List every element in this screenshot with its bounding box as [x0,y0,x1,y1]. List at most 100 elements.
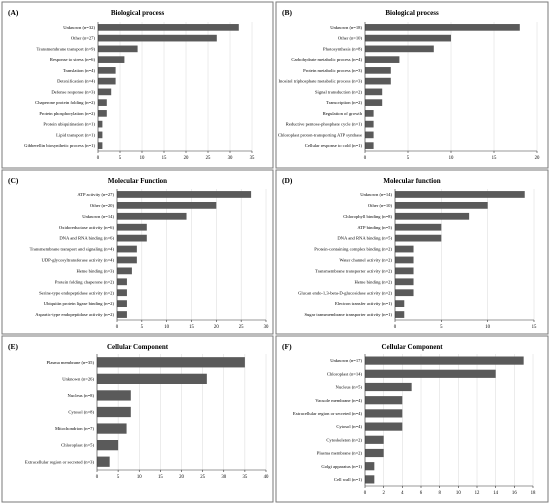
category-label: Plasma membrane (n=2) [317,451,363,456]
x-tick-label: 15 [492,156,497,161]
category-label: Heme binding (n=3) [76,268,114,273]
category-label: Nucleus (n=8) [68,393,95,398]
bar [365,422,403,431]
x-tick-label: 0 [96,475,99,480]
category-label: Transmembrane transport and signaling (n… [30,247,115,252]
x-tick-label: 5 [440,325,443,330]
x-tick-label: 8 [438,491,441,496]
category-label: Transcription (n=2) [326,100,362,105]
category-label: Unknown (n=14) [360,192,392,197]
x-tick-label: 20 [179,475,184,480]
category-label: Cell wall (n=1) [334,477,363,482]
category-label: UDP-glycosyltransferase activity (n=4) [42,258,115,263]
category-label: Oxidoreductase activity (n=6) [59,225,115,230]
bar [395,212,470,220]
x-tick-label: 15 [189,325,194,330]
category-label: Regulation of growth [323,111,363,116]
x-tick-label: 0 [364,156,367,161]
category-label: Heme binding (n=2) [354,279,392,284]
x-tick-label: 14 [493,491,498,496]
category-label: Golgi apparatus (n=1) [321,464,362,469]
category-label: Lipid transport (n=1) [56,132,95,137]
category-label: Gibberellin biosynthetic process (n=1) [24,143,95,148]
bar [97,440,119,451]
bar [98,45,138,53]
bar [395,300,405,308]
chart-panel-4: (D) Molecular function Unknown (n=14) Other… [275,169,549,335]
bar [365,475,375,484]
category-label: Extracellular region or secreted (n=3) [25,459,95,464]
bar [117,289,127,297]
bar [365,396,403,405]
bar [365,34,451,42]
bar [395,223,442,231]
bar [365,24,520,31]
category-label: Cytoskeleton (n=2) [326,437,362,442]
bar [365,356,524,365]
x-tick-label: 10 [449,156,454,161]
bar [365,110,374,117]
bar [117,311,127,318]
category-label: Unknown (n=26) [62,376,94,381]
category-label: Other (n=27) [71,36,96,41]
bar [98,120,103,128]
bar [97,456,110,467]
bar [97,390,131,401]
bar [97,406,131,418]
category-label: Inositol triphosphate metabolic process … [279,79,363,84]
bar [395,234,442,242]
category-label: Unknown (n=18) [330,25,362,30]
bar [117,234,147,242]
category-label: Protein metabolic process (n=3) [303,68,362,73]
category-label: Aspartic-type endopeptidase activity (n=… [35,312,114,317]
bar [365,77,391,85]
category-label: DNA and RNA binding (n=6) [59,236,114,241]
x-tick-label: 20 [535,156,540,161]
chart-title: Cellular Component [381,343,443,351]
x-tick-label: 4 [401,491,404,496]
x-tick-label: 0 [394,325,397,330]
x-tick-label: 5 [119,156,122,161]
category-label: Unknown (n=17) [330,358,362,363]
bar [365,448,384,458]
category-label: Protein phosphorylation (n=2) [39,111,95,116]
bar [365,409,403,418]
bar [117,267,132,275]
chart-title: Molecular function [383,177,440,185]
category-label: Water channel activity (n=2) [339,258,392,263]
category-label: Transmembrane transporter activity (n=2) [315,268,393,273]
category-label: Detoxification (n=4) [57,79,95,84]
x-tick-label: 5 [407,156,410,161]
bar [395,245,414,253]
category-label: Transmembrane transport (n=9) [36,46,95,51]
bar [395,191,525,198]
category-label: Unknown (n=14) [82,214,114,219]
bar [365,120,374,128]
category-label: Sugar transmembrane transporter activity… [304,312,392,317]
x-tick-label: 12 [475,491,480,496]
bar [395,289,414,297]
bar [98,88,112,96]
bar [98,77,116,85]
bar [395,267,414,275]
bar [365,369,496,378]
x-tick-label: 30 [228,156,233,161]
category-label: Protein-containing complex binding (n=2) [314,247,392,252]
x-tick-label: 2 [382,491,385,496]
bar [365,382,412,392]
x-tick-label: 30 [264,325,269,330]
x-tick-label: 18 [531,491,536,496]
bar [365,142,374,149]
category-label: Chlorophyll binding (n=8) [343,214,392,219]
bar [117,212,187,220]
chart-title: Biological process [111,9,165,17]
x-tick-label: 0 [116,325,119,330]
bar [98,110,107,117]
category-label: Chloroplast (n=14) [327,371,363,376]
category-label: Reductive pentose-phosphate cycle (n=1) [286,122,363,127]
category-label: ATP activity (n=27) [77,192,114,197]
category-label: Chaperone protein folding (n=2) [35,100,95,105]
x-tick-label: 25 [200,475,205,480]
category-label: Chloroplast (n=5) [61,443,94,448]
x-tick-label: 35 [250,156,255,161]
